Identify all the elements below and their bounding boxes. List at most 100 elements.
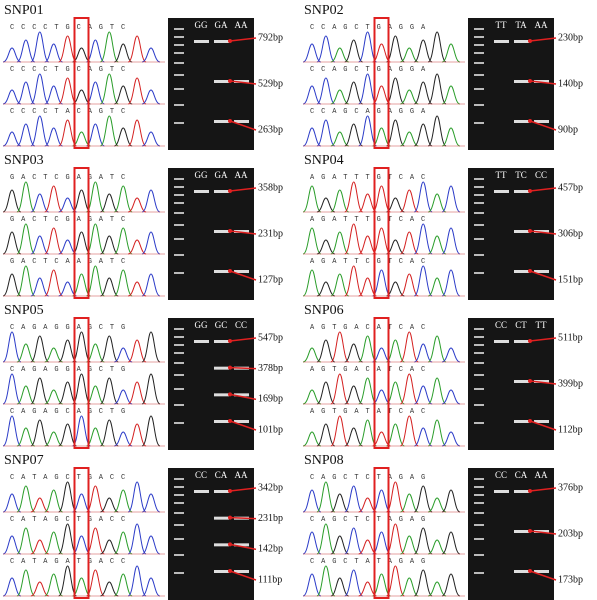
trace-peak xyxy=(358,73,378,105)
trace-peak xyxy=(16,427,36,447)
trace-peak xyxy=(427,235,447,255)
trace-peak xyxy=(127,339,147,363)
arrow-head xyxy=(228,229,232,233)
sequence: AGATTCGTCAC xyxy=(310,258,432,266)
trace-peak xyxy=(400,493,419,513)
trace-peak xyxy=(302,43,322,63)
trace-peak xyxy=(2,373,22,405)
snp-highlight xyxy=(73,17,90,149)
ladder-band xyxy=(174,224,184,226)
gel-band xyxy=(234,570,249,573)
trace-peak xyxy=(113,185,133,213)
ladder-band xyxy=(174,62,184,64)
arrow-head xyxy=(528,269,532,273)
trace-peak xyxy=(100,419,119,447)
trace-peak xyxy=(16,223,36,255)
trace-peak xyxy=(330,273,350,297)
arrow-head xyxy=(228,392,232,397)
sequence: CCCCTGCAGTC xyxy=(10,24,132,32)
trace-peak xyxy=(86,485,105,513)
band-size: 169bp xyxy=(258,394,283,405)
trace-peak xyxy=(141,273,161,297)
gel-band xyxy=(214,270,229,273)
lane-label: GG xyxy=(195,320,208,330)
arrow-head xyxy=(228,189,232,193)
trace-peak xyxy=(344,569,363,597)
trace-peak xyxy=(441,269,461,297)
trace-peak xyxy=(399,331,419,363)
trace-peak xyxy=(72,331,91,363)
ladder-band xyxy=(174,178,184,180)
trace-peak xyxy=(385,523,405,555)
band-size: 306bp xyxy=(558,228,583,239)
lane-label: AA xyxy=(235,470,248,480)
band-size: 792bp xyxy=(258,32,283,43)
sequence: CCCCTGCAGTC xyxy=(10,66,132,74)
gel-band xyxy=(234,80,249,83)
trace-peak xyxy=(344,485,363,513)
sequence: CAGAGGAGCTG xyxy=(10,324,132,332)
trace-peak xyxy=(127,239,147,255)
arrow-head xyxy=(528,569,532,573)
trace-peak xyxy=(413,81,433,105)
ladder-band xyxy=(174,186,184,188)
ladder-band xyxy=(474,404,484,406)
trace-peak xyxy=(44,185,63,213)
trace-peak xyxy=(330,47,349,63)
gel-band xyxy=(534,420,549,423)
band-size: 457bp xyxy=(558,182,583,193)
trace-peak xyxy=(344,39,363,63)
trace-peak xyxy=(441,43,461,63)
trace-peak xyxy=(2,493,22,513)
trace-peak xyxy=(316,381,336,405)
trace-peak xyxy=(302,127,322,147)
gel-band xyxy=(194,490,209,493)
trace-peak xyxy=(302,489,322,513)
gel-band xyxy=(514,80,529,83)
band-arrow xyxy=(229,543,257,551)
ladder-band xyxy=(474,422,484,424)
trace-peak xyxy=(85,223,105,255)
ladder-band xyxy=(174,74,184,76)
gel-band xyxy=(214,393,229,397)
trace-peak xyxy=(100,193,119,213)
trace-peak xyxy=(127,565,147,597)
band-arrow xyxy=(229,120,257,131)
ladder-band xyxy=(474,374,484,376)
trace-peak xyxy=(85,181,105,213)
trace-peak xyxy=(16,265,36,297)
arrow-head xyxy=(228,542,232,547)
trace-peak xyxy=(414,427,433,447)
trace-peak xyxy=(127,197,147,213)
ladder-band xyxy=(474,272,484,274)
trace-peak xyxy=(413,527,433,555)
lane-label: GA xyxy=(215,170,228,180)
ladder-band xyxy=(174,336,184,338)
ladder-band xyxy=(174,104,184,106)
ladder-band xyxy=(474,524,484,526)
ladder-band xyxy=(474,238,484,240)
gel-band xyxy=(234,393,249,397)
panel-title: SNP07 xyxy=(4,453,44,468)
trace-peak xyxy=(372,185,391,213)
trace-peak xyxy=(141,493,161,513)
trace-peak xyxy=(127,77,147,105)
ladder-band xyxy=(474,512,484,514)
trace-peak xyxy=(441,85,461,105)
trace-peak xyxy=(44,347,63,363)
trace-peak xyxy=(302,389,322,405)
lane-label: AA xyxy=(535,20,548,30)
ladder-band xyxy=(174,478,184,480)
gel-band xyxy=(214,230,229,233)
lane-label: CA xyxy=(215,470,228,480)
gel-band xyxy=(214,120,229,123)
trace-peak xyxy=(372,489,391,513)
trace-peak xyxy=(58,381,77,405)
trace-peak xyxy=(30,419,50,447)
sequence: CCAGCTGAGGA xyxy=(310,66,432,74)
trace-peak xyxy=(441,389,461,405)
band-arrow xyxy=(529,570,557,581)
trace-peak xyxy=(113,269,133,297)
gel-band xyxy=(214,80,229,83)
